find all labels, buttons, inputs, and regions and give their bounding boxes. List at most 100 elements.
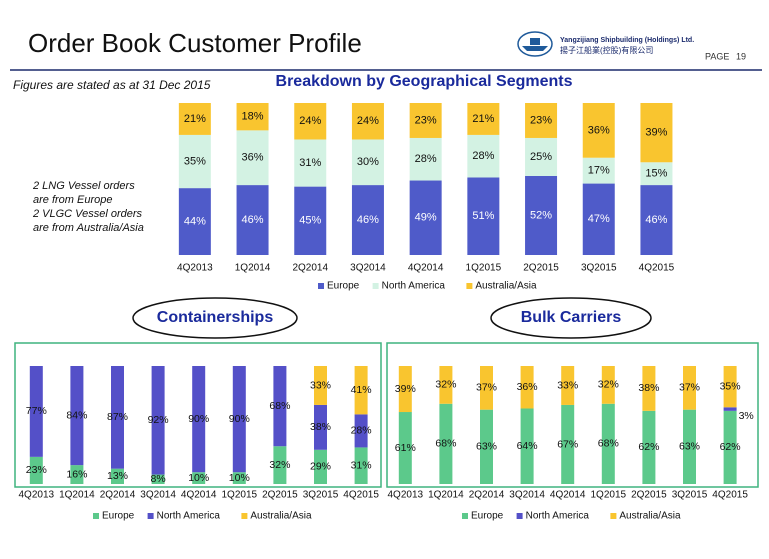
- legend-label: Australia/Asia: [619, 511, 681, 522]
- chart-title: Containerships: [157, 309, 274, 326]
- data-label: 29%: [310, 461, 331, 473]
- bar-segment: [111, 366, 124, 469]
- bar-segment: [480, 366, 493, 410]
- note: Figures are stated as at 31 Dec 2015: [13, 78, 211, 92]
- data-label: 28%: [472, 150, 494, 162]
- title-ellipse: [490, 297, 652, 339]
- chart-title: Breakdown by Geographical Segments: [276, 73, 573, 90]
- data-label: 49%: [415, 212, 437, 224]
- x-tick-label: 4Q2013: [177, 263, 213, 274]
- bar-segment: [29, 456, 43, 484]
- bar-segment: [314, 404, 327, 450]
- bar-segment: [351, 139, 384, 186]
- bar-segment: [409, 180, 442, 255]
- bar-segment: [111, 468, 124, 484]
- bar-segment: [467, 177, 500, 255]
- data-label: 61%: [395, 442, 416, 454]
- legend-label: North America: [526, 511, 590, 522]
- bar-segment: [480, 409, 493, 484]
- bar-segment: [520, 366, 534, 409]
- data-label: 32%: [435, 379, 456, 391]
- bar-segment: [601, 403, 615, 484]
- bar-segment: [273, 446, 287, 484]
- bar-segment: [561, 404, 575, 484]
- data-label: 63%: [476, 441, 497, 453]
- data-label: 36%: [588, 124, 610, 136]
- annotation: 2 LNG Vessel orders: [32, 180, 135, 192]
- legend-label: North America: [157, 511, 221, 522]
- bar-segment: [236, 103, 269, 131]
- legend-swatch: [241, 513, 248, 519]
- bar-segment: [70, 366, 84, 466]
- data-label: 77%: [26, 405, 47, 417]
- legend-swatch: [610, 513, 617, 519]
- data-label: 35%: [720, 380, 741, 392]
- bar-segment: [601, 366, 615, 404]
- legend-swatch: [318, 283, 324, 289]
- data-label: 24%: [299, 115, 321, 127]
- bar-segment: [273, 366, 287, 447]
- x-tick-label: 4Q2015: [343, 490, 379, 501]
- logo: [517, 31, 553, 57]
- company-name-cn: 揚子江船業(控股)有限公司: [560, 45, 653, 55]
- bar-segment: [354, 414, 368, 448]
- bar-segment: [582, 103, 615, 158]
- x-tick-label: 4Q2014: [550, 490, 586, 501]
- data-label: 3%: [739, 410, 754, 422]
- bar-segment: [640, 162, 673, 186]
- data-label: 44%: [184, 215, 206, 227]
- x-tick-label: 1Q2014: [428, 490, 464, 501]
- data-label: 21%: [184, 113, 206, 125]
- data-label: 23%: [415, 114, 437, 126]
- bar-segment: [439, 366, 453, 404]
- x-tick-label: 3Q2015: [581, 263, 617, 274]
- bar-segment: [314, 366, 327, 405]
- data-label: 31%: [299, 157, 321, 169]
- x-tick-label: 1Q2014: [235, 263, 271, 274]
- bar-segment: [467, 103, 500, 135]
- bar-segment: [582, 183, 615, 255]
- bar-segment: [582, 157, 615, 184]
- bar-segment: [723, 366, 737, 408]
- x-tick-label: 1Q2015: [222, 490, 258, 501]
- bar-segment: [642, 366, 656, 411]
- bar-segment: [683, 366, 696, 410]
- bar-segment: [294, 186, 327, 255]
- bar-segment: [409, 137, 442, 181]
- company-name: Yangzijiang Shipbuilding (Holdings) Ltd.: [560, 37, 694, 44]
- data-label: 33%: [310, 379, 331, 391]
- data-label: 62%: [638, 441, 659, 453]
- x-tick-label: 4Q2015: [639, 263, 675, 274]
- bar-segment: [683, 409, 696, 484]
- bar-segment: [723, 410, 737, 484]
- x-tick-label: 3Q2014: [350, 263, 386, 274]
- data-label: 46%: [242, 214, 264, 226]
- bar-segment: [178, 103, 211, 135]
- data-label: 10%: [229, 472, 250, 484]
- data-label: 67%: [557, 438, 578, 450]
- data-label: 32%: [269, 459, 290, 471]
- legend-swatch: [93, 513, 99, 519]
- data-label: 84%: [66, 409, 87, 421]
- bar-segment: [525, 103, 558, 138]
- bar-segment: [151, 474, 165, 484]
- bar-segment: [232, 366, 246, 473]
- page-label: PAGE: [705, 51, 729, 61]
- x-tick-label: 2Q2014: [100, 490, 136, 501]
- bar-segment: [561, 366, 575, 405]
- data-label: 90%: [188, 413, 209, 425]
- annotation: 2 VLGC Vessel orders: [32, 208, 143, 220]
- x-tick-label: 2Q2014: [292, 263, 328, 274]
- data-label: 36%: [242, 152, 264, 164]
- data-label: 63%: [679, 441, 700, 453]
- legend-label: Australia/Asia: [475, 281, 537, 292]
- bar-segment: [178, 134, 211, 189]
- data-label: 45%: [299, 215, 321, 227]
- bar-segment: [642, 410, 656, 484]
- legend-label: Europe: [327, 281, 360, 292]
- legend-swatch: [147, 513, 154, 519]
- annotation: are from Australia/Asia: [33, 222, 144, 234]
- legend-swatch: [516, 513, 523, 519]
